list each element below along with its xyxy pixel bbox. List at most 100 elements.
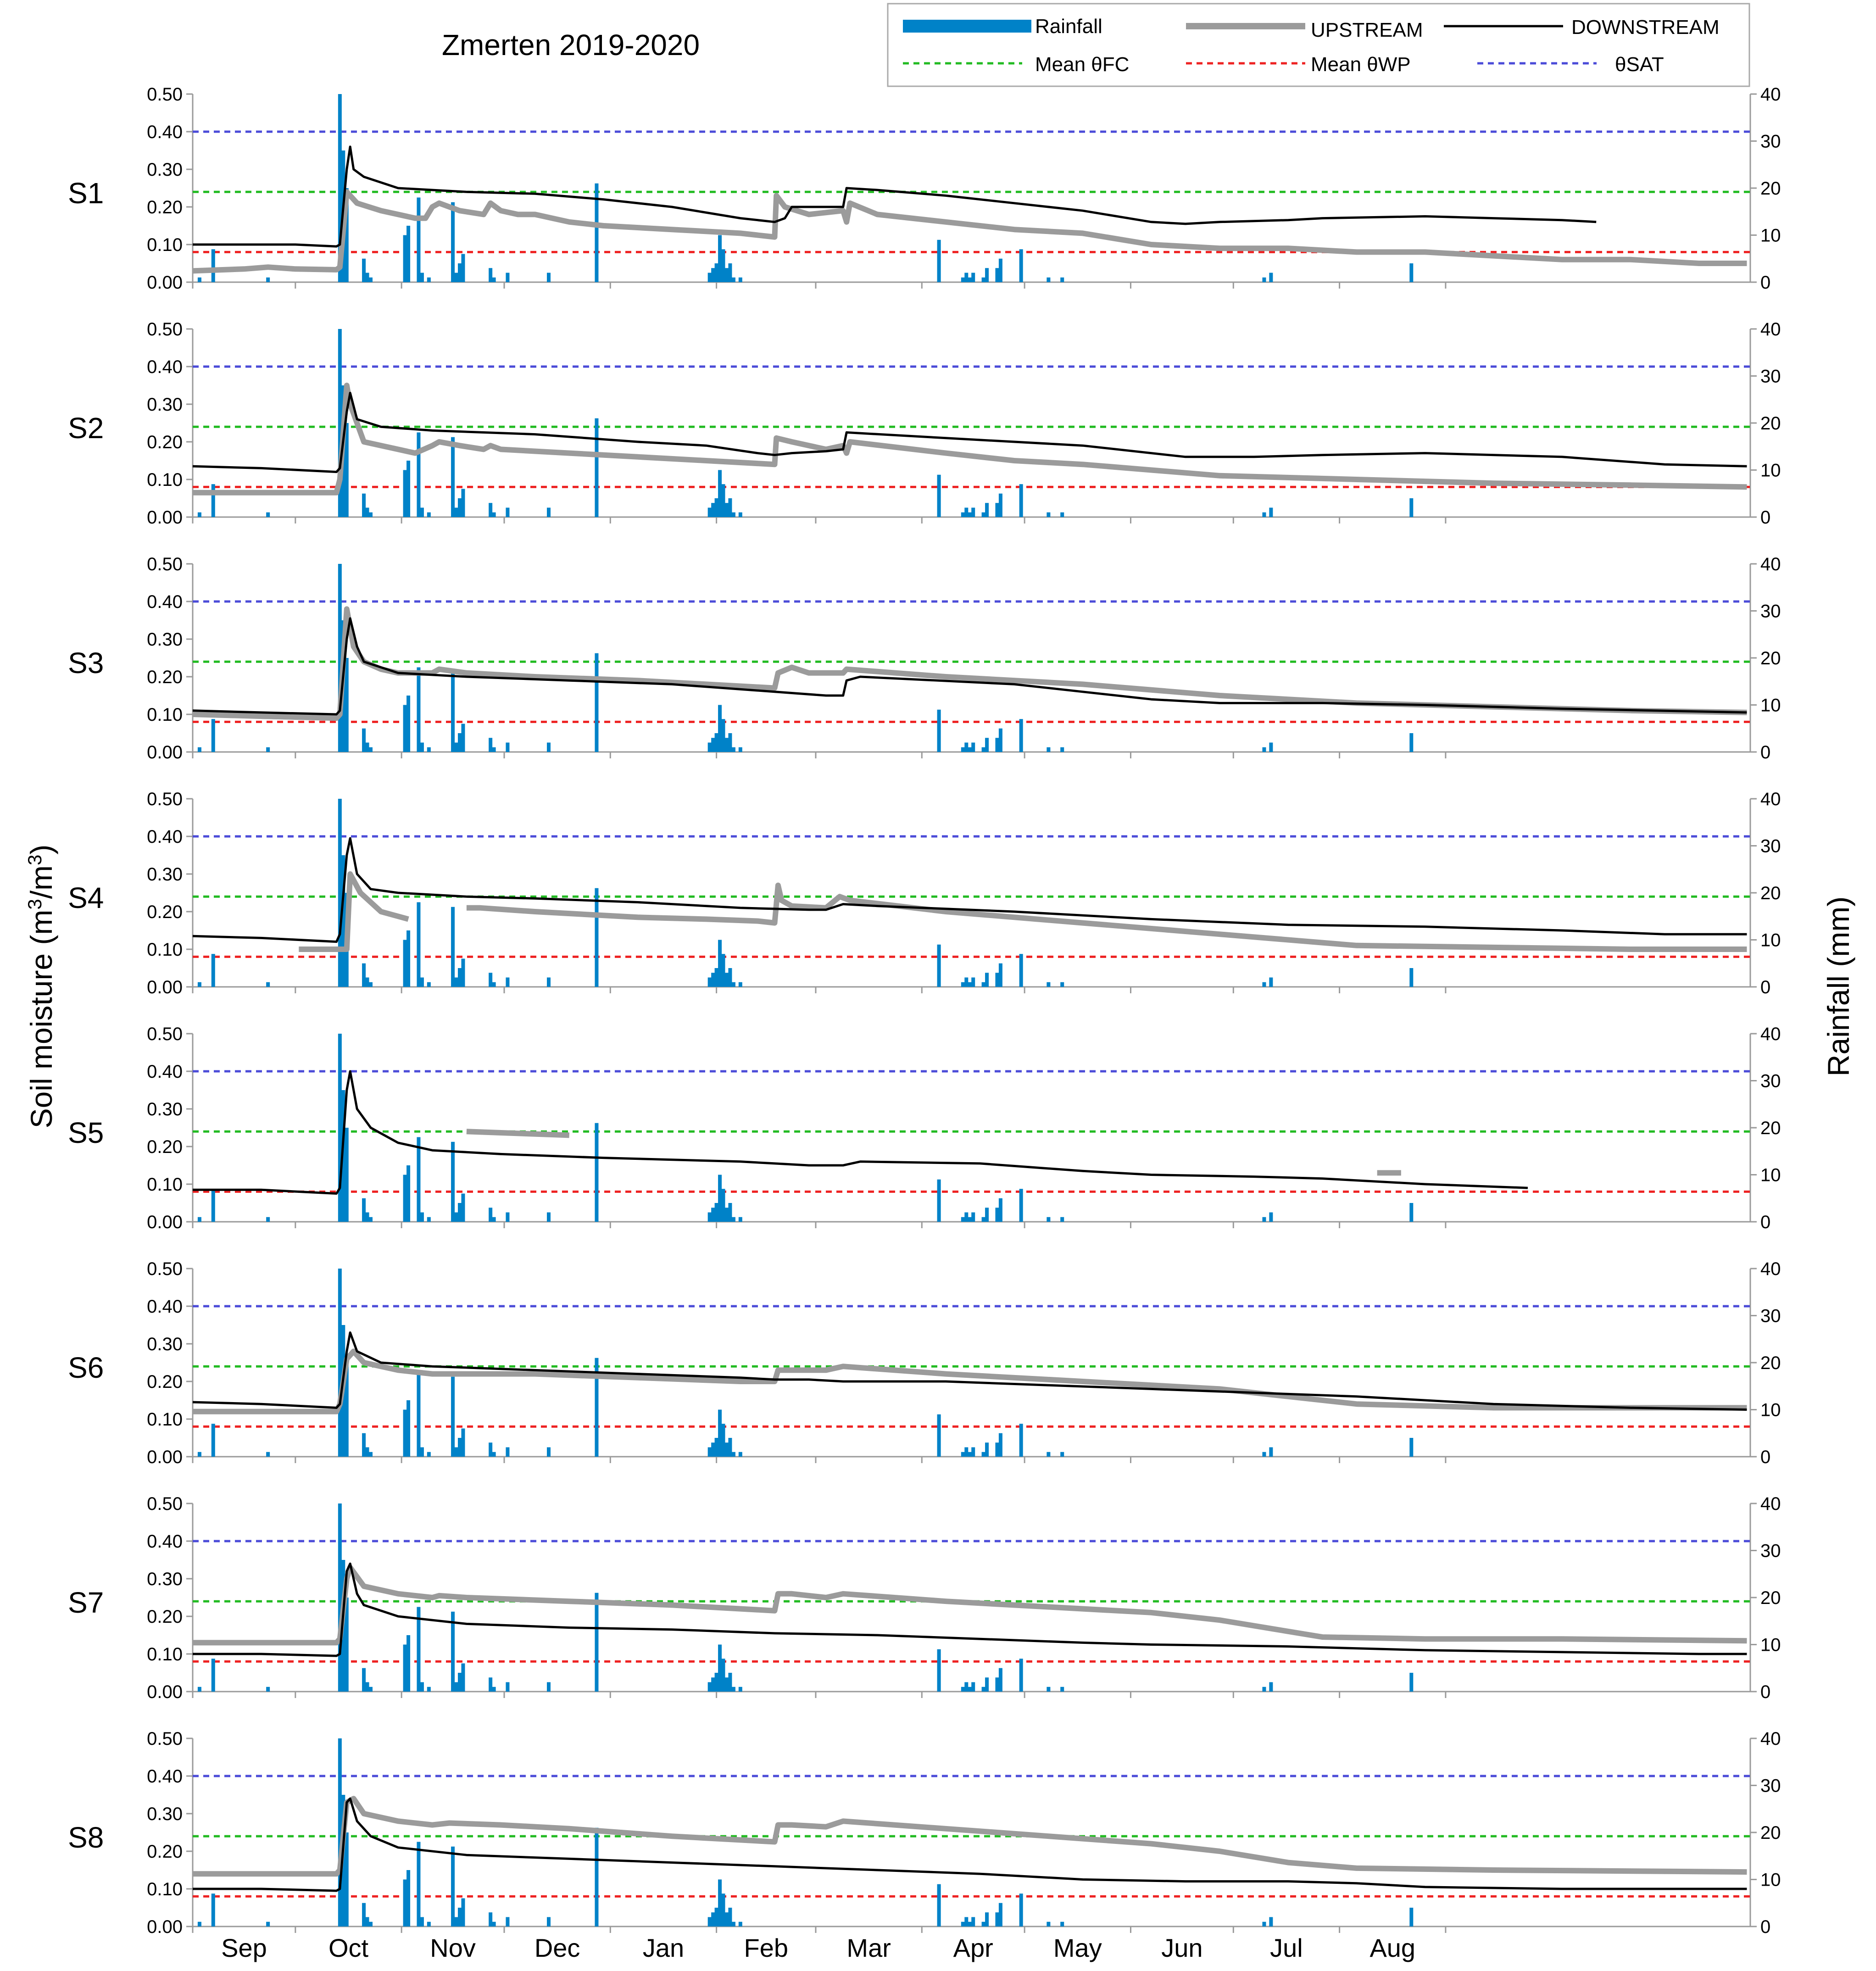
panel-s5: 0.00 0.10 0.20 0.30 0.40 0.50 0 10 20 30 40 S5: [68, 1024, 1781, 1232]
rainfall-bar: [1409, 1203, 1414, 1222]
rainfall-bar: [1269, 1682, 1273, 1692]
y-tick-label-left: 0.40: [147, 592, 183, 612]
rainfall-bar: [197, 747, 201, 752]
rainfall-bar: [998, 1433, 1002, 1457]
rainfall-bar: [971, 1682, 975, 1692]
rainfall-bar: [961, 747, 965, 752]
rainfall-bar: [489, 268, 493, 282]
rainfall-bar: [345, 1832, 349, 1926]
y-tick-label-left: 0.00: [147, 1917, 183, 1937]
panel-s4: 0.00 0.10 0.20 0.30 0.40 0.50 0 10 20 30 40 S4: [68, 789, 1781, 997]
y-axis-left-title-sup1: 3: [24, 899, 45, 909]
rainfall-bar: [961, 512, 965, 517]
rainfall-bar: [995, 738, 999, 752]
rainfall-bar: [985, 973, 989, 987]
upstream-line: [193, 1565, 1747, 1646]
y-tick-label-right: 0: [1760, 273, 1770, 293]
rainfall-bar: [266, 277, 270, 282]
rainfall-bar: [403, 940, 407, 987]
y-tick-label-left: 0.00: [147, 507, 183, 528]
rainfall-bar: [461, 1898, 465, 1926]
rainfall-bar: [406, 461, 411, 517]
rainfall-bar: [1060, 512, 1064, 517]
rainfall-bar: [427, 277, 431, 282]
y-tick-label-left: 0.10: [147, 705, 183, 725]
rainfall-bar: [427, 982, 431, 987]
rainfall-bar: [707, 273, 712, 282]
rainfall-bar: [547, 1212, 551, 1222]
rainfall-bar: [728, 1438, 732, 1457]
rainfall-bar: [971, 742, 975, 752]
rainfall-bar: [451, 1611, 455, 1692]
rainfall-bar: [981, 1687, 985, 1692]
y-tick-label-right: 20: [1760, 1353, 1781, 1373]
y-tick-label-left: 0.40: [147, 827, 183, 847]
rainfall-bar: [968, 1921, 972, 1926]
rainfall-bar: [1060, 1687, 1064, 1692]
rainfall-bar: [338, 1034, 342, 1222]
rainfall-bar: [417, 197, 421, 282]
rainfall-bar: [711, 973, 715, 987]
rainfall-bar: [369, 1452, 373, 1457]
rainfall-bar: [369, 512, 373, 517]
rainfall-bar: [365, 1917, 369, 1926]
rainfall-bar: [451, 672, 455, 752]
rainfall-bar: [995, 1442, 999, 1457]
y-axis-right-title: Rainfall (mm): [1821, 896, 1855, 1076]
panel-label: S7: [68, 1586, 104, 1619]
rainfall-bar: [197, 1217, 201, 1222]
rainfall-bar: [458, 1673, 462, 1692]
rainfall-bar: [728, 1673, 732, 1692]
y-tick-label-right: 10: [1760, 1870, 1781, 1890]
rainfall-bar: [458, 498, 462, 517]
rainfall-bar: [981, 1921, 985, 1926]
upstream-line: [192, 606, 1747, 721]
y-tick-label-right: 10: [1760, 696, 1781, 716]
rainfall-bar: [420, 977, 424, 987]
y-tick-label-left: 0.30: [147, 160, 183, 180]
rainfall-bar: [417, 432, 421, 517]
rainfall-bar: [1409, 968, 1414, 987]
rainfall-bar: [427, 1687, 431, 1692]
legend-fc-label: Mean θFC: [1035, 53, 1129, 76]
rainfall-bar: [714, 1908, 718, 1926]
rainfall-bar: [971, 1212, 975, 1222]
rainfall-bar: [406, 1635, 411, 1692]
rainfall-bar: [417, 902, 421, 987]
legend-downstream-label: DOWNSTREAM: [1571, 16, 1720, 39]
rainfall-bar: [362, 728, 366, 752]
y-tick-label-right: 40: [1760, 84, 1781, 105]
panel-s3: 0.00 0.10 0.20 0.30 0.40 0.50 0 10 20 30 40 S3: [68, 554, 1781, 763]
legend-frame: [887, 3, 1750, 87]
rainfall-bar: [506, 507, 510, 517]
panel-label: S1: [68, 177, 104, 210]
rainfall-bar: [1060, 277, 1064, 282]
y-tick-label-right: 0: [1760, 977, 1770, 997]
rainfall-bar: [1019, 1659, 1023, 1692]
rainfall-bar: [362, 258, 366, 282]
rainfall-bar: [1019, 1893, 1023, 1926]
rainfall-bar: [718, 705, 722, 752]
rainfall-bar: [458, 263, 462, 282]
rainfall-bar: [365, 507, 369, 517]
rainfall-bar: [211, 1424, 215, 1457]
month-label: Apr: [953, 1933, 993, 1962]
downstream-line: [193, 1562, 1747, 1657]
rainfall-bar: [968, 512, 972, 517]
rainfall-bar: [406, 930, 411, 987]
y-tick-label-left: 0.10: [147, 1175, 183, 1195]
rainfall-bar: [454, 1447, 458, 1457]
y-tick-label-right: 10: [1760, 1165, 1781, 1186]
rainfall-bar: [707, 1917, 712, 1926]
rainfall-bar: [961, 1217, 965, 1222]
y-tick-label-left: 0.30: [147, 1569, 183, 1589]
rainfall-bar: [968, 1687, 972, 1692]
panel-s1: 0.00 0.10 0.20 0.30 0.40 0.50 0 10 20 30 40 S1: [68, 84, 1781, 293]
rainfall-bar: [492, 1687, 496, 1692]
rainfall-bar: [489, 1677, 493, 1692]
y-tick-label-right: 0: [1760, 507, 1770, 528]
rainfall-bar: [1060, 747, 1064, 752]
rainfall-bar: [995, 1677, 999, 1692]
downstream-line: [193, 145, 1597, 248]
rainfall-bar: [1019, 954, 1023, 987]
